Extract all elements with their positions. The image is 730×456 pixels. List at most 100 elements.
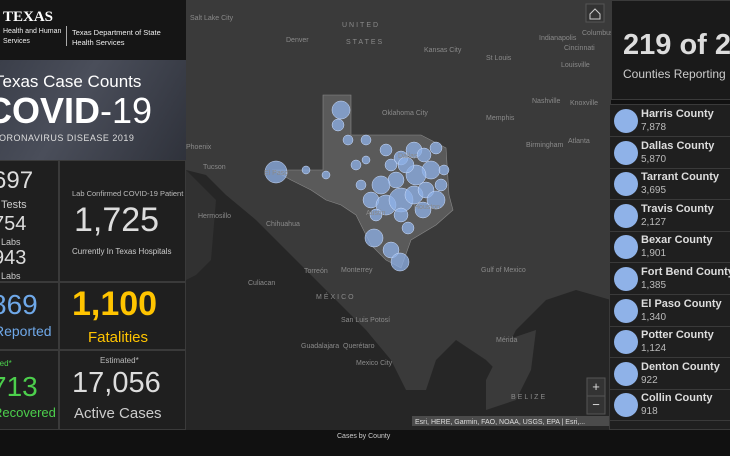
banner: Texas Case Counts COVID-19 CORONAVIRUS D…	[0, 60, 186, 160]
county-name: Tarrant County	[641, 171, 720, 184]
banner-title: Texas Case Counts	[0, 72, 142, 91]
county-cases: 3,695	[641, 185, 667, 197]
covid-label: COVID-19	[0, 90, 152, 132]
map-label: Louisville	[561, 62, 590, 69]
covid-name: COVID	[0, 90, 101, 131]
covid-suffix: -19	[100, 90, 153, 131]
recovered-note: Estimated*	[0, 359, 12, 368]
map-label: UNITED	[342, 22, 380, 29]
labs-value: 943	[0, 247, 27, 269]
county-symbol	[614, 267, 638, 291]
active-value: 17,056	[72, 367, 161, 399]
map-label: MÉXICO	[316, 292, 356, 301]
county-row[interactable]: Collin County 918	[610, 389, 730, 422]
county-cases: 922	[641, 374, 658, 386]
case-circle	[350, 159, 362, 171]
county-row[interactable]: Tarrant County 3,695	[610, 168, 730, 201]
county-cases: 1,124	[641, 343, 667, 355]
active-panel: Estimated* 17,056 Active Cases	[59, 350, 186, 430]
county-symbol	[614, 298, 638, 323]
map-label: BELIZE	[511, 394, 547, 401]
map-label: Indianapolis	[539, 35, 577, 42]
county-cases: 1,340	[641, 311, 667, 323]
case-circle	[382, 241, 400, 259]
county-name: Fort Bend County	[641, 266, 730, 278]
active-note: Estimated*	[100, 356, 139, 365]
county-symbol	[614, 235, 638, 260]
hospital-value: 1,725	[74, 201, 160, 239]
county-cases: 918	[641, 406, 658, 418]
county-name: El Paso County	[641, 297, 722, 310]
county-row[interactable]: Fort Bend County 1,385	[610, 263, 730, 295]
banner-subtitle: CORONAVIRUS DISEASE 2019	[0, 133, 135, 143]
case-circle	[387, 171, 405, 189]
map-label: Dallas	[398, 153, 418, 160]
map-label: Guadalajara	[301, 343, 339, 350]
hospital-panel: Lab Confirmed COVID-19 Patient 1,725 Cur…	[59, 160, 186, 282]
case-circle	[426, 190, 446, 210]
reported-label: Reported	[0, 323, 52, 339]
map-label: Nashville	[532, 98, 561, 105]
case-circle	[321, 170, 331, 180]
county-cases: 5,870	[641, 153, 667, 165]
agency: Texas Department of State	[72, 28, 161, 37]
home-icon	[589, 8, 601, 20]
county-symbol	[614, 203, 638, 228]
map-label: Atlanta	[568, 138, 590, 145]
county-row[interactable]: Dallas County 5,870	[610, 137, 730, 169]
case-circle	[434, 178, 448, 192]
fatalities-panel: 1,100 Fatalities	[59, 282, 186, 350]
map[interactable]: Salt Lake City Denver UNITED STATES Kansas C…	[186, 0, 611, 430]
county-symbol	[614, 140, 638, 165]
map-label: Querétaro	[343, 343, 375, 350]
attribution-bg	[412, 416, 611, 426]
case-circle	[331, 118, 345, 132]
county-cases: 2,127	[641, 216, 667, 228]
active-label: Active Cases	[74, 405, 162, 422]
case-circle	[397, 156, 415, 174]
county-symbol	[614, 330, 638, 355]
county-symbol	[614, 393, 638, 418]
case-circle	[384, 158, 398, 172]
case-circle	[342, 134, 354, 146]
attribution: Esri, HERE, Garmin, FAO, NOAA, USGS, EPA…	[415, 419, 585, 426]
header: TEXAS Health and Human Services Texas De…	[0, 0, 186, 60]
map-label: Denver	[286, 37, 309, 44]
county-name: Potter County	[641, 329, 714, 342]
fatalities-label: Fatalities	[88, 329, 149, 346]
map-label: Salt Lake City	[190, 15, 234, 22]
county-row[interactable]: Potter County 1,124	[610, 326, 730, 359]
labs-label: Labs	[1, 271, 21, 281]
case-circles	[264, 100, 450, 272]
map-label: Austin	[366, 210, 386, 217]
map-label: Knoxville	[570, 100, 598, 107]
land	[186, 170, 216, 280]
labs-value: 754	[0, 213, 27, 235]
zoom-out[interactable]	[586, 395, 606, 415]
recovered-value: 713	[0, 371, 38, 402]
case-circle	[264, 160, 288, 184]
map-label: Culiacan	[248, 280, 275, 287]
case-circle	[401, 221, 415, 235]
county-cases: 7,878	[641, 122, 667, 133]
county-cases: 1,385	[641, 280, 667, 291]
county-name: Denton County	[641, 360, 720, 373]
summary-value: 219 of 2	[623, 29, 730, 61]
map-label: San Luis Potosí	[341, 317, 390, 324]
recovered-label: Recovered	[0, 405, 56, 420]
map-label: STATES	[346, 39, 384, 46]
county-cases: 1,901	[641, 248, 667, 260]
recovered-panel: Estimated* 713 Recovered	[0, 350, 59, 430]
case-circle	[360, 134, 372, 146]
county-row[interactable]: Travis County 2,127	[610, 200, 730, 232]
county-row[interactable]: Denton County 922	[610, 358, 730, 390]
county-row[interactable]: El Paso County 1,340	[610, 295, 730, 327]
logo-subtitle: Services	[3, 38, 30, 45]
hospital-label: Currently In Texas Hospitals	[72, 247, 172, 256]
land	[486, 330, 536, 410]
divider	[66, 26, 67, 46]
county-row[interactable]: Bexar County 1,901	[610, 231, 730, 264]
map-label: Memphis	[486, 115, 515, 122]
case-circle	[355, 179, 367, 191]
county-row[interactable]: Harris County 7,878	[610, 105, 730, 137]
